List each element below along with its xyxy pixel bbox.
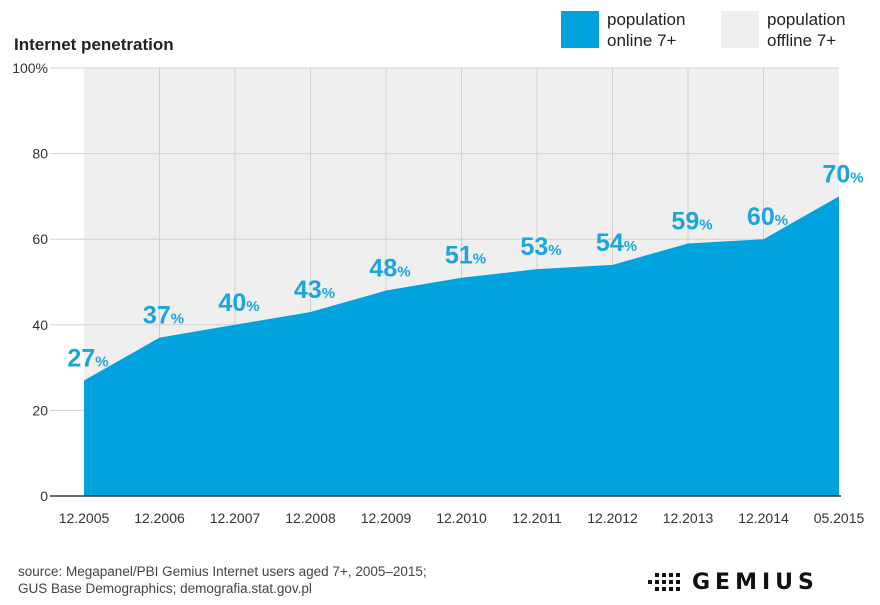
y-tick-label: 0 bbox=[40, 488, 48, 504]
online-area bbox=[84, 196, 839, 496]
x-tick-label: 12.2013 bbox=[663, 510, 714, 526]
x-tick-label: 12.2007 bbox=[210, 510, 261, 526]
x-tick-label: 12.2008 bbox=[285, 510, 336, 526]
legend-label-offline-2: offline 7+ bbox=[767, 31, 836, 50]
y-tick-label: 100% bbox=[12, 60, 48, 76]
legend-swatch-online bbox=[561, 11, 599, 48]
data-label: 59% bbox=[671, 207, 712, 235]
x-tick-label: 12.2005 bbox=[59, 510, 110, 526]
x-tick-label: 12.2014 bbox=[738, 510, 789, 526]
legend-label-online-1: population bbox=[607, 10, 685, 29]
x-tick-label: 12.2006 bbox=[134, 510, 185, 526]
logo-dots-icon bbox=[648, 573, 680, 591]
y-tick-label: 60 bbox=[32, 231, 48, 247]
logo-text: GEMIUS bbox=[692, 569, 819, 595]
x-tick-label: 12.2011 bbox=[512, 510, 562, 526]
source-note: source: Megapanel/PBI Gemius Internet us… bbox=[18, 563, 427, 597]
source-line-2: GUS Base Demographics; demografia.stat.g… bbox=[18, 581, 312, 596]
y-tick-label: 20 bbox=[32, 402, 48, 418]
source-line-1: source: Megapanel/PBI Gemius Internet us… bbox=[18, 564, 427, 579]
x-tick-label: 05.2015 bbox=[814, 510, 865, 526]
legend-swatch-offline bbox=[721, 11, 759, 48]
legend: population online 7+ population offline … bbox=[561, 10, 845, 50]
y-tick-label: 40 bbox=[32, 317, 48, 333]
x-tick-label: 12.2009 bbox=[361, 510, 412, 526]
x-tick-label: 12.2012 bbox=[587, 510, 638, 526]
y-tick-label: 80 bbox=[32, 146, 48, 162]
gemius-logo: GEMIUS bbox=[646, 567, 819, 597]
data-label: 70% bbox=[822, 160, 863, 188]
plot-area: 0 20 40 60 80 100% 12.2005 12.2006 12.2007 12.200… bbox=[12, 60, 864, 526]
legend-label-online-2: online 7+ bbox=[607, 31, 677, 50]
legend-label-offline-1: population bbox=[767, 10, 845, 29]
x-tick-label: 12.2010 bbox=[436, 510, 487, 526]
y-axis-title: Internet penetration bbox=[14, 35, 174, 54]
